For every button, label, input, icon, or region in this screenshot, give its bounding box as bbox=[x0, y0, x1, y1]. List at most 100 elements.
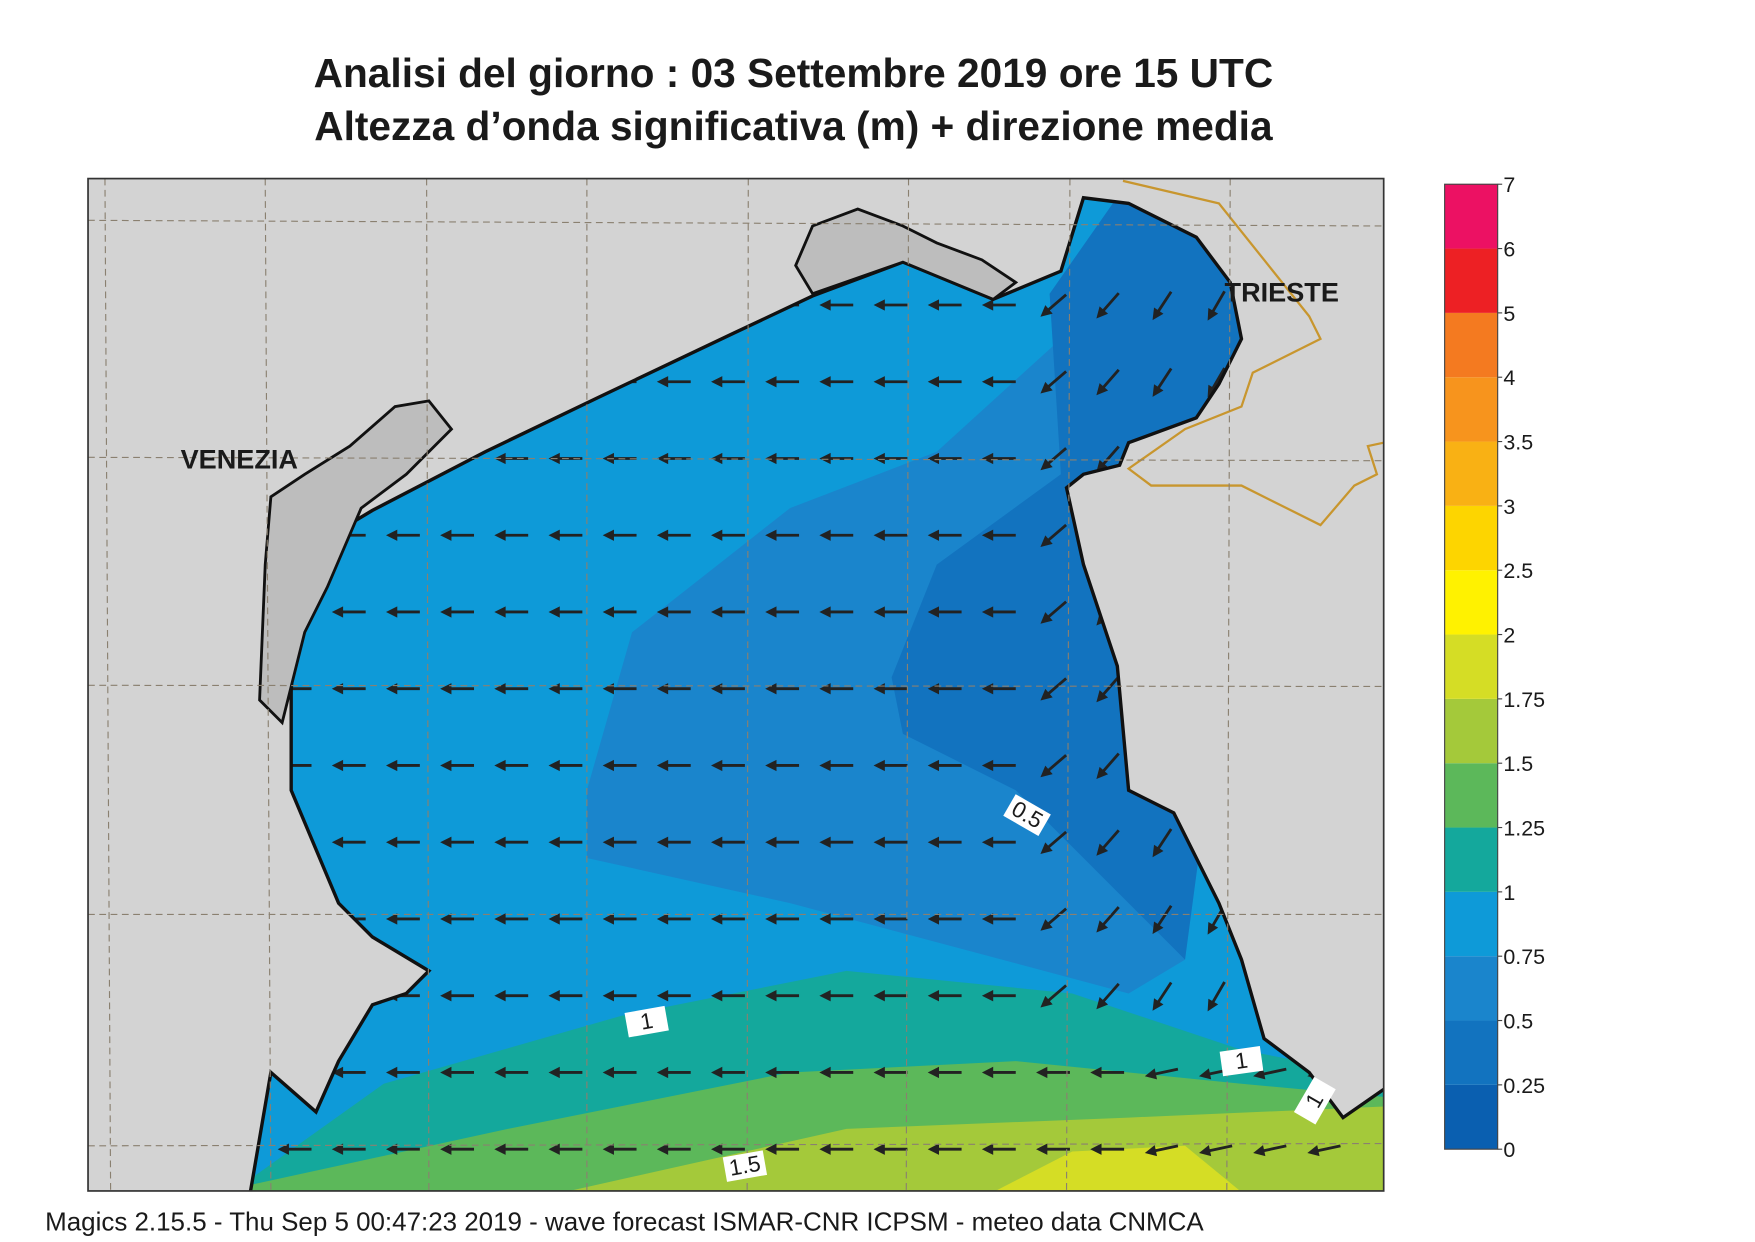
wave-arrow bbox=[1096, 368, 1120, 396]
wave-arrow bbox=[1040, 523, 1068, 547]
wave-arrow bbox=[1144, 1067, 1179, 1080]
wave-arrow bbox=[873, 452, 908, 465]
arrow-head bbox=[927, 836, 940, 848]
wave-arrow bbox=[1040, 754, 1068, 778]
colorbar-segment bbox=[1444, 891, 1498, 957]
arrow-head bbox=[494, 1143, 506, 1155]
arrow-head bbox=[711, 1066, 723, 1079]
wave-arrow bbox=[385, 1066, 420, 1079]
arrow-head bbox=[494, 606, 506, 618]
wave-arrow bbox=[1152, 981, 1173, 1011]
colorbar-label: 2 bbox=[1503, 623, 1515, 647]
subtitle: Altezza d’onda significativa (m) + direz… bbox=[314, 103, 1273, 149]
wave-arrow bbox=[765, 606, 800, 618]
arrow-head bbox=[873, 759, 885, 772]
colorbar-segment bbox=[1444, 441, 1498, 506]
wave-arrow bbox=[602, 836, 637, 848]
wave-arrow bbox=[440, 1066, 475, 1079]
arrow-head bbox=[765, 990, 777, 1002]
arrow-head bbox=[1144, 1068, 1158, 1080]
contour-label-box bbox=[1003, 794, 1051, 837]
wave-arrow bbox=[1040, 370, 1068, 394]
arrow-head bbox=[440, 606, 452, 618]
arrow-head bbox=[711, 1143, 723, 1155]
wave-arrow bbox=[656, 990, 691, 1002]
wave-arrow bbox=[1152, 904, 1173, 935]
arrow-head bbox=[765, 452, 777, 465]
wave-arrow bbox=[1144, 1144, 1179, 1157]
colorbar-segment bbox=[1444, 827, 1498, 892]
arrow-head bbox=[440, 836, 452, 848]
arrow-head bbox=[656, 913, 669, 925]
colorbar-label: 1.25 bbox=[1503, 816, 1545, 840]
arrow-head bbox=[765, 683, 777, 695]
arrow-head bbox=[711, 683, 723, 695]
wave-arrow bbox=[440, 1143, 475, 1155]
arrow-head bbox=[385, 529, 398, 541]
arrow-head bbox=[1096, 920, 1109, 933]
arrow-head bbox=[1253, 1145, 1266, 1157]
wave-arrow bbox=[819, 990, 854, 1002]
contour-label-box bbox=[1219, 1046, 1264, 1077]
arrow-head bbox=[873, 1143, 885, 1155]
wave-arrow bbox=[331, 1143, 366, 1155]
wave-arrow bbox=[927, 606, 962, 618]
wave-arrow bbox=[656, 836, 691, 848]
arrow-head bbox=[331, 836, 344, 848]
wave-arrow bbox=[1096, 906, 1120, 933]
arrow-head bbox=[331, 759, 344, 772]
arrow-head bbox=[711, 913, 723, 925]
arrow-head bbox=[494, 1066, 506, 1079]
wave-arrow bbox=[331, 606, 366, 618]
contour-label-text: 1 bbox=[1233, 1048, 1249, 1075]
wave-arrow bbox=[927, 376, 962, 388]
wave-arrow bbox=[765, 529, 800, 541]
arrow-head bbox=[711, 529, 723, 541]
arrow-head bbox=[819, 452, 831, 465]
arrow-head bbox=[927, 990, 940, 1002]
arrow-head bbox=[1040, 381, 1053, 394]
wave-arrow bbox=[494, 529, 529, 541]
arrow-head bbox=[1198, 1068, 1212, 1080]
wave-arrow bbox=[765, 376, 800, 388]
wave-arrow bbox=[1207, 290, 1226, 321]
arrow-head bbox=[656, 1066, 669, 1079]
wave-arrow bbox=[548, 606, 583, 618]
arrow-head bbox=[331, 1066, 344, 1079]
arrow-head bbox=[602, 759, 614, 772]
arrow-head bbox=[1152, 384, 1164, 397]
arrow-head bbox=[819, 1066, 831, 1079]
wave-arrow bbox=[1152, 828, 1173, 858]
arrow-head bbox=[981, 452, 994, 465]
arrow-head bbox=[656, 529, 669, 541]
arrow-head bbox=[981, 759, 994, 772]
arrow-head bbox=[656, 1143, 669, 1155]
wave-arrow bbox=[819, 452, 854, 465]
wave-arrow bbox=[819, 529, 854, 541]
arrow-head bbox=[602, 1143, 614, 1155]
arrow-head bbox=[331, 1143, 344, 1155]
arrow-head bbox=[981, 1143, 994, 1155]
contour-label: 1.5 bbox=[722, 1150, 768, 1182]
wave-arrow bbox=[1040, 600, 1068, 624]
colorbar-segment bbox=[1444, 763, 1498, 828]
wave-arrow bbox=[1253, 1067, 1287, 1080]
arrow-head bbox=[440, 529, 452, 541]
arrow-head bbox=[548, 913, 560, 925]
arrow-head bbox=[711, 836, 723, 848]
contour-label: 1 bbox=[624, 1005, 669, 1038]
wave-arrow bbox=[819, 376, 854, 388]
arrow-head bbox=[385, 1143, 398, 1155]
wave-arrow bbox=[494, 1066, 529, 1079]
colorbar-segment bbox=[1444, 184, 1498, 249]
arrow-head bbox=[927, 299, 940, 311]
arrow-head bbox=[656, 836, 669, 848]
arrow-head bbox=[277, 1143, 289, 1155]
arrow-head bbox=[981, 913, 994, 925]
colorbar-label: 4 bbox=[1503, 366, 1515, 390]
wave-arrow bbox=[819, 606, 854, 618]
wave-arrow bbox=[385, 529, 420, 541]
wave-arrow bbox=[927, 1143, 962, 1155]
arrow-head bbox=[819, 606, 831, 618]
arrow-head bbox=[927, 376, 940, 388]
